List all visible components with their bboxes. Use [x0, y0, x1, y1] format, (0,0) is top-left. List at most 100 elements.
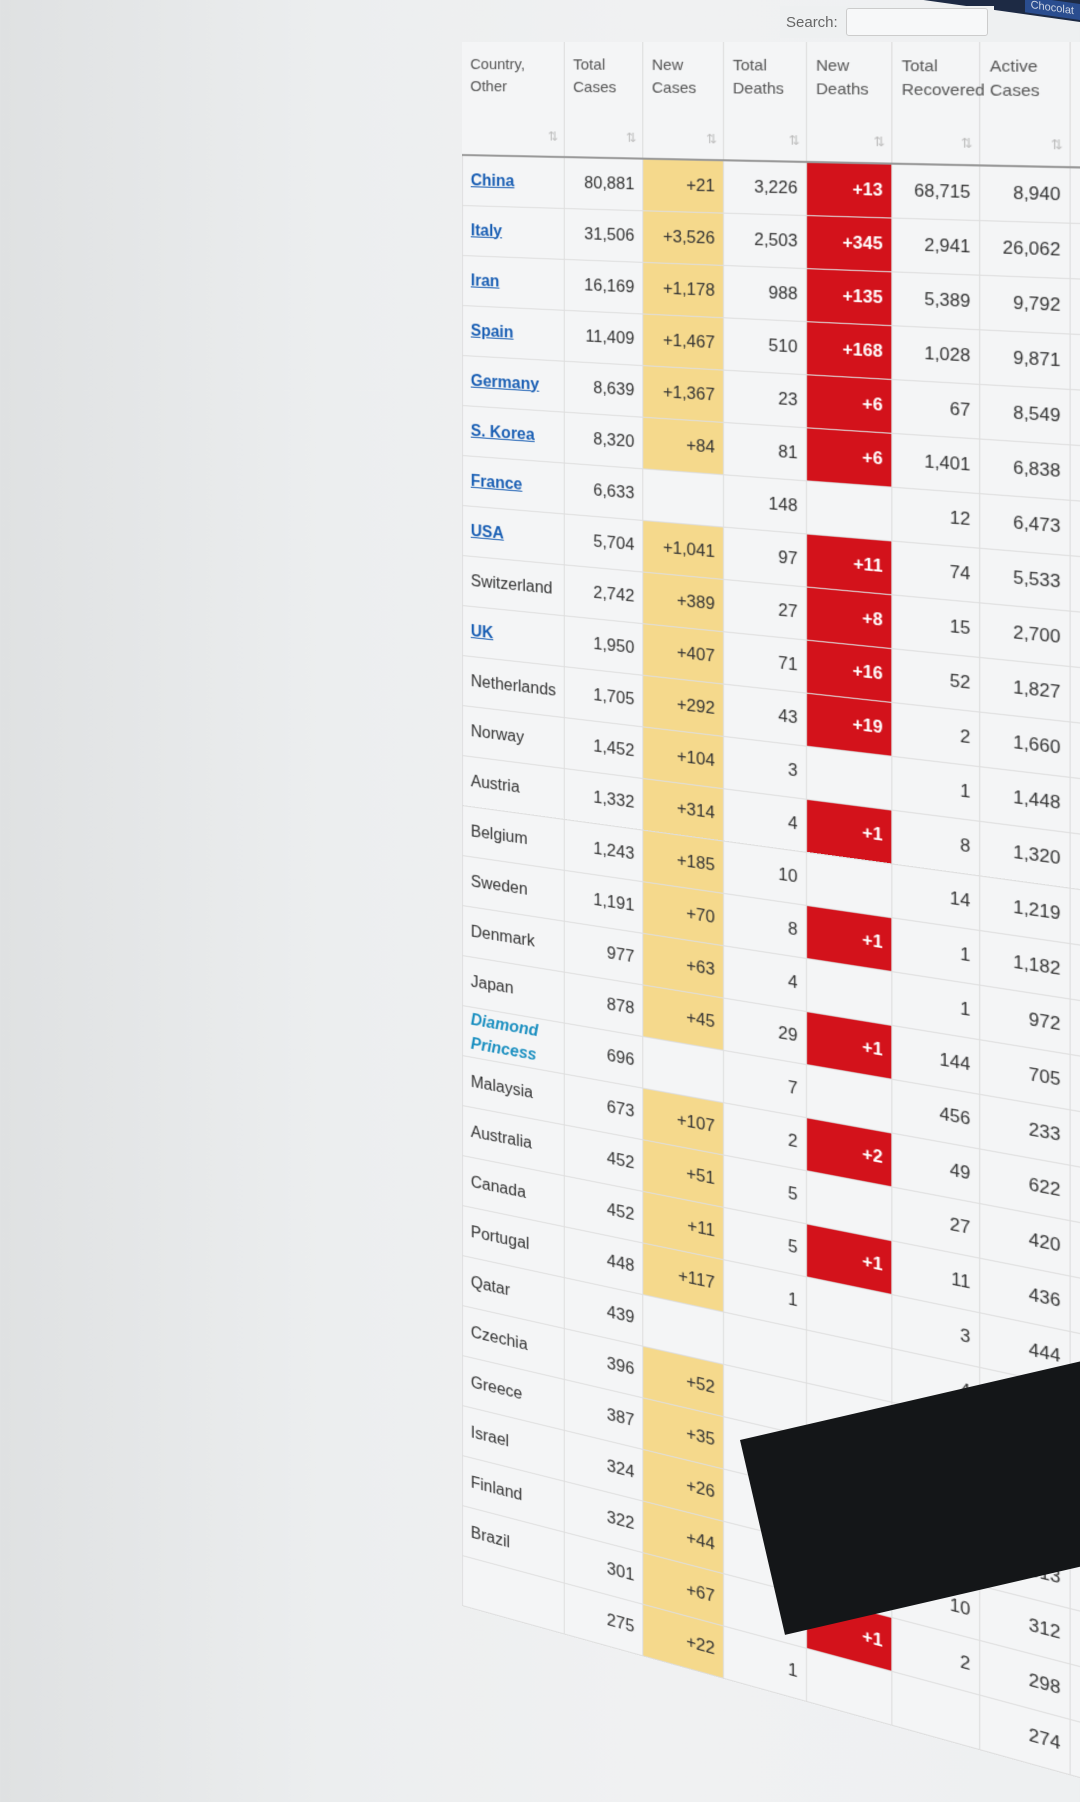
cell-total-recovered: 67 [892, 379, 981, 440]
cell-new-cases: +3,526 [643, 210, 724, 266]
browser-tab[interactable]: Chocolat [1024, 0, 1080, 20]
cell-new-deaths [806, 480, 893, 542]
cell-total-recovered: 1,028 [892, 325, 981, 385]
cell-active-cases: 2,700 [980, 602, 1071, 667]
column-header-active-cases[interactable]: Active Cases ⇅ [980, 42, 1071, 168]
sort-icon[interactable]: ⇅ [1050, 136, 1063, 153]
country-link[interactable]: France [462, 455, 565, 514]
country-link[interactable]: Spain [462, 305, 565, 362]
cell-new-cases: +84 [643, 417, 724, 475]
cell-total-deaths: 510 [723, 317, 807, 375]
cell-serious-critical: 400 [1070, 500, 1080, 564]
cell-new-cases: +21 [643, 158, 724, 214]
cell-active-cases: 8,940 [980, 165, 1071, 224]
cell-new-deaths: +8 [806, 587, 893, 649]
sort-icon[interactable]: ⇅ [625, 130, 637, 145]
cell-total-cases: 80,881 [564, 157, 644, 211]
cell-active-cases: 6,473 [980, 493, 1071, 556]
column-header-label: Country, Other [470, 56, 525, 96]
cell-total-deaths: 3,226 [723, 160, 807, 216]
cell-total-deaths: 81 [723, 422, 807, 481]
cell-serious-critical: 2 [1070, 389, 1080, 451]
column-header-new-deaths[interactable]: New Deaths ⇅ [806, 42, 893, 164]
cell-serious-critical: 3,226 [1070, 167, 1080, 226]
cell-total-deaths: 71 [723, 631, 807, 694]
cell-serious-critical: 4 [1070, 1719, 1080, 1801]
cell-total-cases: 1,705 [564, 666, 644, 727]
cell-serious-critical: 12 [1070, 555, 1080, 620]
cell-total-deaths: 23 [723, 370, 807, 428]
cell-total-deaths: 97 [723, 527, 807, 588]
cell-new-deaths: +13 [806, 161, 893, 219]
cell-total-cases: 5,704 [564, 513, 644, 573]
country-link[interactable]: China [462, 155, 565, 209]
column-header-label: New Deaths [816, 56, 869, 99]
cell-new-cases: +1,367 [643, 365, 724, 423]
cell-total-deaths: 148 [723, 474, 807, 534]
cell-serious-critical: 59 [1070, 444, 1080, 508]
column-header-serious-critical[interactable]: Serious, Critical⇅ [1070, 42, 1080, 170]
cell-new-deaths: +135 [806, 268, 893, 326]
cell-serious-critical: 563 [1070, 334, 1080, 395]
cell-new-deaths: +6 [806, 374, 893, 434]
cell-total-deaths: 27 [723, 579, 807, 641]
column-header-total-deaths[interactable]: Total Deaths ⇅ [723, 42, 807, 162]
sort-icon[interactable]: ⇅ [547, 128, 559, 144]
cell-active-cases: 9,871 [980, 329, 1071, 390]
sort-icon[interactable]: ⇅ [873, 133, 885, 150]
cell-total-cases: 8,320 [564, 412, 644, 469]
cell-total-cases: 8,639 [564, 361, 644, 418]
cell-new-cases: +1,178 [643, 262, 724, 318]
search-box: Search: [780, 6, 994, 38]
country-link[interactable]: S. Korea [462, 405, 565, 464]
cell-new-deaths: +168 [806, 321, 893, 380]
cell-new-cases: +1,467 [643, 313, 724, 371]
cell-total-recovered: 1,401 [892, 433, 981, 494]
cell-active-cases: 8,549 [980, 384, 1071, 445]
column-header-total-cases[interactable]: Total Cases ⇅ [564, 42, 644, 159]
sort-icon[interactable]: ⇅ [706, 131, 717, 147]
column-header-country[interactable]: Country, Other ⇅ [462, 42, 565, 158]
cell-active-cases: 1,827 [980, 657, 1071, 722]
cell-serious-critical [1070, 278, 1080, 339]
cell-new-deaths: +6 [806, 427, 893, 488]
column-header-label: Total Cases [573, 56, 617, 97]
cell-new-cases: +389 [643, 572, 724, 632]
cell-active-cases: 9,792 [980, 275, 1071, 335]
cell-total-cases: 31,506 [564, 208, 644, 263]
country-link[interactable]: Germany [462, 355, 565, 413]
cell-active-cases: 26,062 [980, 220, 1071, 279]
country-link[interactable]: Italy [462, 205, 565, 260]
column-header-total-recovered[interactable]: Total Recovered ⇅ [892, 42, 985, 166]
cell-total-cases: 11,409 [564, 310, 644, 366]
table-header-row: Country, Other ⇅ Total Cases ⇅ New Cases ⇅ Tot… [462, 42, 1080, 170]
cell-new-deaths: +11 [806, 533, 893, 595]
cell-total-recovered: 68,715 [892, 163, 981, 221]
column-header-label: Total Recovered [901, 57, 985, 100]
cell-new-cases: +292 [643, 675, 724, 737]
cell-serious-critical: 2,060 [1070, 223, 1080, 283]
cell-total-recovered: 2,941 [892, 218, 981, 276]
cell-total-cases: 1,950 [564, 615, 644, 676]
search-input[interactable] [845, 8, 988, 36]
sort-icon[interactable]: ⇅ [960, 135, 973, 151]
cell-new-cases: +1,041 [643, 520, 724, 580]
cell-new-deaths: +345 [806, 215, 893, 272]
cell-total-cases: 2,742 [564, 564, 644, 624]
cell-new-deaths: +16 [806, 640, 893, 703]
cell-total-recovered: 5,389 [892, 271, 981, 330]
cell-new-cases [643, 468, 724, 528]
column-header-new-cases[interactable]: New Cases ⇅ [643, 42, 724, 161]
cell-total-deaths: 2,503 [723, 213, 807, 269]
cell-total-recovered: 74 [892, 541, 981, 603]
country-link[interactable]: Iran [462, 255, 565, 311]
sort-icon[interactable]: ⇅ [788, 132, 800, 148]
cell-active-cases: 6,838 [980, 439, 1071, 501]
cell-total-recovered: 15 [892, 594, 981, 658]
column-header-label: Active Cases [989, 57, 1040, 101]
cell-total-cases: 6,633 [564, 463, 644, 521]
column-header-label: Total Deaths [732, 56, 784, 98]
column-header-label: New Cases [651, 56, 697, 97]
cell-total-recovered: 12 [892, 487, 981, 549]
cell-total-deaths: 988 [723, 265, 807, 322]
